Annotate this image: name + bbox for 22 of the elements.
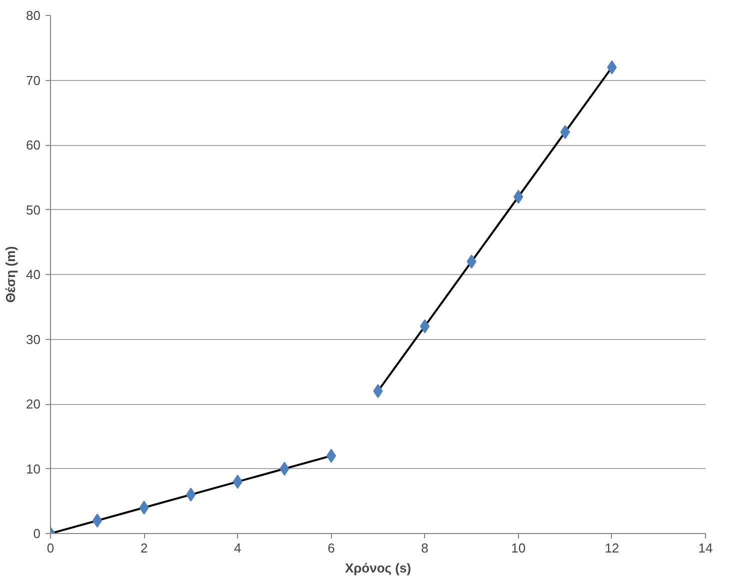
point bbox=[420, 319, 430, 334]
y-tick-label: 50 bbox=[26, 202, 41, 218]
x-axis-title: Χρόνος (s) bbox=[344, 560, 412, 576]
point bbox=[92, 514, 102, 528]
y-tick-label: 60 bbox=[26, 138, 41, 152]
x-tick-label: 4 bbox=[234, 540, 242, 556]
x-tick-label: 8 bbox=[421, 540, 428, 556]
x-tick-label: 10 bbox=[511, 540, 526, 556]
y-tick-label: 0 bbox=[33, 526, 41, 541]
x-tick-label: 6 bbox=[328, 540, 335, 556]
y-tick-label: 70 bbox=[26, 72, 41, 88]
y-tick-label: 10 bbox=[26, 461, 41, 476]
x-tick-label: 0 bbox=[46, 540, 54, 556]
y-tick-label: 20 bbox=[26, 396, 41, 412]
y-tick-label: 30 bbox=[26, 332, 41, 347]
x-tick-label: 14 bbox=[698, 540, 713, 556]
point bbox=[326, 448, 336, 463]
y-axis-title: Θέση (m) bbox=[3, 246, 18, 303]
x-tick-label: 2 bbox=[140, 540, 148, 556]
y-tick-label: 80 bbox=[26, 8, 41, 23]
x-tick-label: 12 bbox=[604, 540, 620, 556]
y-tick-label: 40 bbox=[26, 267, 41, 282]
